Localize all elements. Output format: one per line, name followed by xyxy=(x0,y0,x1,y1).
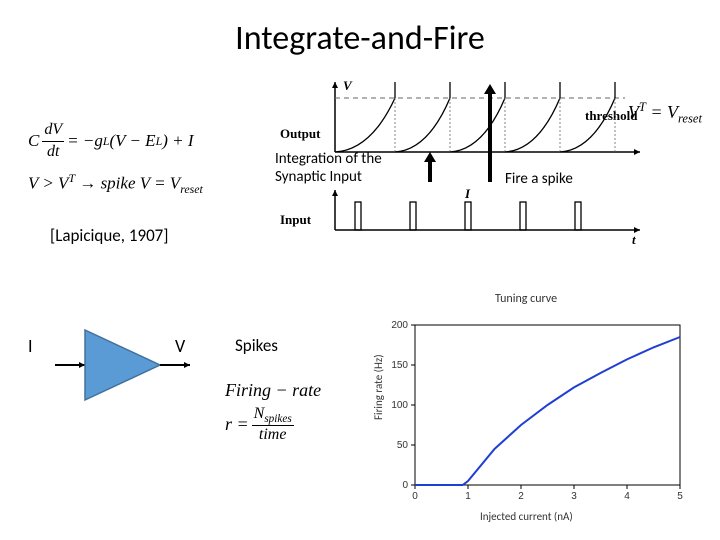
amp-output-label: V xyxy=(175,335,185,357)
citation: [Lapicique, 1907] xyxy=(50,225,169,246)
vtr-sub: reset xyxy=(678,112,702,126)
eq-frac-num: dV xyxy=(42,120,64,142)
svg-text:4: 4 xyxy=(624,491,630,502)
svg-text:threshold: threshold xyxy=(585,108,638,123)
svg-text:Input: Input xyxy=(280,212,312,227)
svg-text:3: 3 xyxy=(571,491,577,502)
fr-num-a: N xyxy=(254,405,265,422)
eq-C: C xyxy=(28,130,39,152)
eq-rhs-b: (V − E xyxy=(109,130,155,152)
eq2-sup: T xyxy=(68,171,75,185)
equation-line-1: C dV dt = −gL (V − EL ) + I xyxy=(28,120,203,163)
eq-frac-dvdt: dV dt xyxy=(42,120,64,163)
svg-text:5: 5 xyxy=(677,491,683,502)
firing-rate-line2: r = Nspikes time xyxy=(225,405,321,444)
fr-num-sub: spikes xyxy=(264,413,291,425)
eq2-a: V > V xyxy=(28,173,68,192)
eq-rhs-a: = −g xyxy=(67,130,103,152)
amp-input-label: I xyxy=(28,335,33,357)
spikes-label: Spikes xyxy=(235,335,278,356)
svg-text:0: 0 xyxy=(402,480,408,491)
firing-rate-equation: Firing − rate r = Nspikes time xyxy=(225,380,321,444)
eq2-b: → spike V = V xyxy=(79,173,180,192)
svg-text:100: 100 xyxy=(391,400,408,411)
svg-text:t: t xyxy=(632,232,636,247)
svg-text:200: 200 xyxy=(391,320,408,331)
svg-text:0: 0 xyxy=(412,491,418,502)
eq-frac-den: dt xyxy=(45,142,61,163)
svg-text:150: 150 xyxy=(391,360,408,371)
fr-frac: Nspikes time xyxy=(252,405,294,444)
eq-rhs-sub1: L xyxy=(103,134,110,149)
equation-line-2: V > VT → spike V = Vreset xyxy=(28,171,203,198)
fr-num: Nspikes xyxy=(252,405,294,426)
fr-den: time xyxy=(257,426,289,444)
amplifier-triangle xyxy=(55,320,195,410)
tuning-curve-chart: 012345050100150200 xyxy=(370,295,700,525)
svg-text:Output: Output xyxy=(280,126,321,141)
equation-block: C dV dt = −gL (V − EL ) + I V > VT → spi… xyxy=(28,120,203,197)
svg-text:1: 1 xyxy=(465,491,471,502)
svg-text:V: V xyxy=(343,80,353,93)
svg-text:50: 50 xyxy=(397,440,409,451)
page-title: Integrate-and-Fire xyxy=(0,18,720,59)
svg-text:2: 2 xyxy=(518,491,524,502)
firing-rate-line1: Firing − rate xyxy=(225,380,321,401)
svg-text:I: I xyxy=(464,186,471,201)
fr-r: r = xyxy=(225,414,249,435)
output-input-diagram: V Output threshold Input It xyxy=(280,80,660,260)
eq-rhs-c: ) + I xyxy=(162,130,193,152)
eq2-sub: reset xyxy=(180,182,203,196)
